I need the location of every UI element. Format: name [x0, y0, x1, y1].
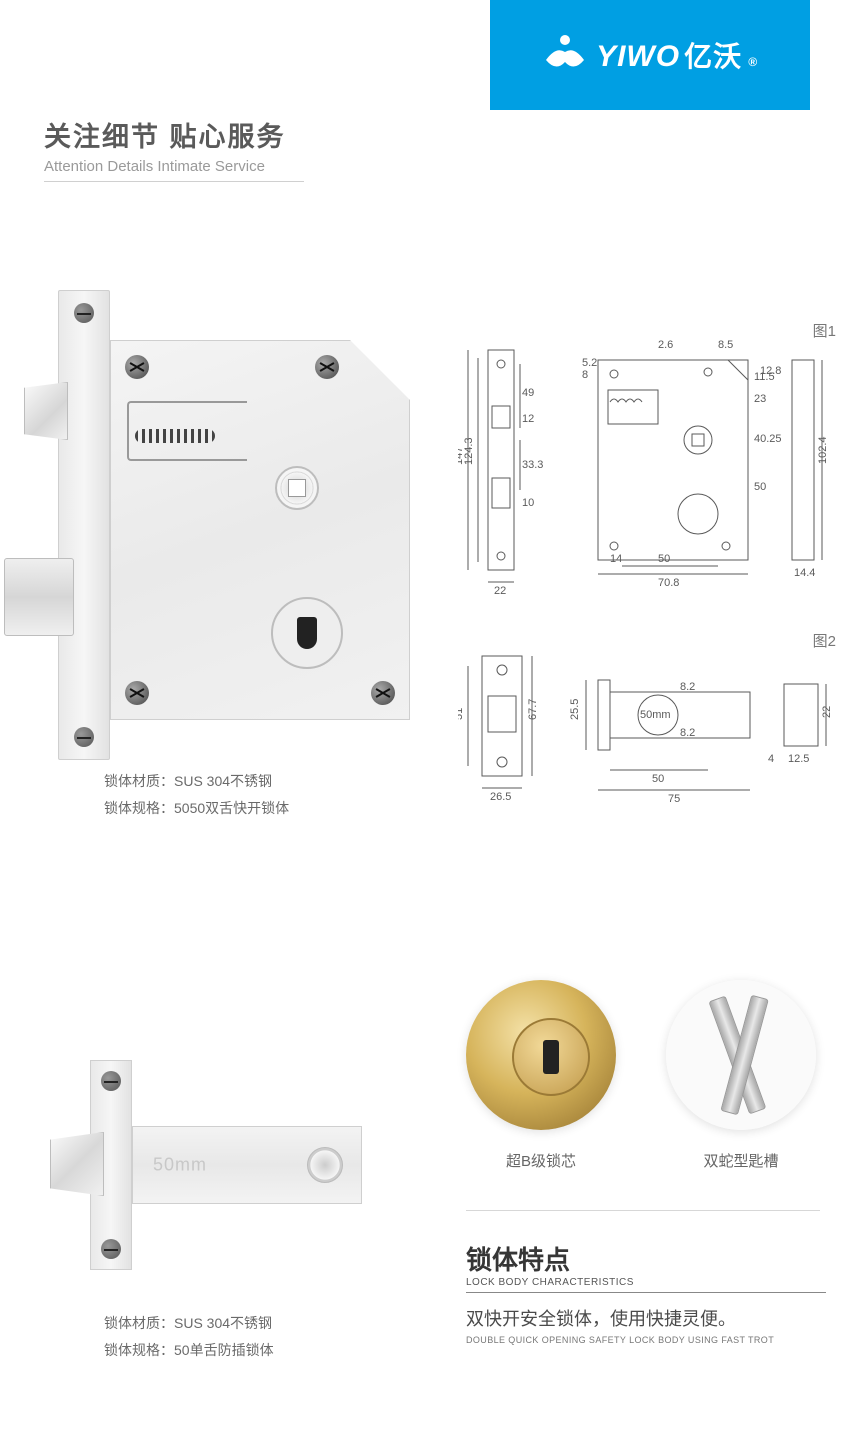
svg-text:12.5: 12.5	[788, 753, 809, 765]
spec-label: 锁体规格：	[104, 1342, 174, 1358]
svg-text:75: 75	[668, 793, 680, 805]
characteristics-body-en: DOUBLE QUICK OPENING SAFETY LOCK BODY US…	[466, 1335, 826, 1345]
characteristics-block: 锁体特点 LOCK BODY CHARACTERISTICS 双快开安全锁体，使…	[466, 1240, 826, 1345]
lock-spring-assembly	[127, 401, 247, 461]
lock-latch-bolt	[24, 382, 68, 440]
svg-text:40.25: 40.25	[754, 433, 782, 445]
key-photo	[666, 980, 816, 1130]
screw-icon	[315, 355, 339, 379]
latch-body: 50mm	[132, 1126, 362, 1204]
svg-text:102.4: 102.4	[817, 436, 829, 464]
screw-icon	[371, 681, 395, 705]
screw-icon	[74, 303, 94, 323]
svg-text:50mm: 50mm	[640, 709, 671, 721]
brand-logo-text: YIWO 亿沃 ®	[596, 35, 758, 75]
cylinder-photo	[466, 980, 616, 1130]
svg-text:70.8: 70.8	[658, 577, 679, 589]
svg-text:33.3: 33.3	[522, 459, 543, 471]
tagline-block: 关注细节 贴心服务 Attention Details Intimate Ser…	[44, 115, 304, 182]
characteristics-title-cn: 锁体特点	[466, 1240, 826, 1277]
tagline-en: Attention Details Intimate Service	[44, 158, 304, 182]
divider	[466, 1210, 820, 1211]
screw-icon	[125, 681, 149, 705]
svg-text:12: 12	[522, 413, 534, 425]
spec-row: 锁体材质：SUS 304不锈钢	[104, 768, 289, 795]
svg-text:14.4: 14.4	[794, 567, 815, 579]
lock-faceplate	[58, 290, 110, 760]
brand-registered: ®	[748, 55, 758, 69]
spec-value: 50单舌防插锁体	[174, 1342, 274, 1358]
svg-text:8.2: 8.2	[680, 727, 695, 739]
svg-text:67.7: 67.7	[527, 699, 539, 720]
svg-text:26.5: 26.5	[490, 791, 511, 803]
svg-text:8: 8	[582, 369, 588, 381]
brand-en: YIWO	[596, 40, 680, 74]
spec-value: SUS 304不锈钢	[174, 1315, 272, 1331]
svg-text:50: 50	[652, 773, 664, 785]
spec-row: 锁体规格：50单舌防插锁体	[104, 1337, 274, 1364]
characteristics-body-cn: 双快开安全锁体，使用快捷灵便。	[466, 1305, 826, 1331]
svg-text:49: 49	[522, 387, 534, 399]
cylinder-hole-icon	[271, 597, 343, 669]
spec-label: 锁体规格：	[104, 800, 174, 816]
svg-text:23: 23	[754, 393, 766, 405]
spec-value: SUS 304不锈钢	[174, 773, 272, 789]
svg-text:22: 22	[821, 706, 833, 718]
spec-row: 锁体材质：SUS 304不锈钢	[104, 1310, 274, 1337]
latch-spec: 锁体材质：SUS 304不锈钢 锁体规格：50单舌防插锁体	[104, 1310, 274, 1363]
screw-icon	[101, 1071, 121, 1091]
svg-text:5.2: 5.2	[582, 357, 597, 369]
latch-bolt	[50, 1132, 104, 1196]
spec-label: 锁体材质：	[104, 1315, 174, 1331]
technical-drawing-fig1: 147 124.3 49 33.3 12 10 22 2.6 8.5 5.2 8…	[458, 330, 838, 610]
spec-row: 锁体规格：5050双舌快开锁体	[104, 795, 289, 822]
svg-text:22: 22	[494, 585, 506, 597]
svg-text:8.5: 8.5	[718, 339, 733, 351]
spec-label: 锁体材质：	[104, 773, 174, 789]
svg-text:12.8: 12.8	[760, 365, 781, 377]
svg-text:50: 50	[658, 553, 670, 565]
brand-logo-band: YIWO 亿沃 ®	[490, 0, 810, 110]
screw-icon	[101, 1239, 121, 1259]
lock-body-product-image	[20, 290, 420, 780]
lock-case	[110, 340, 410, 720]
screw-icon	[74, 727, 94, 747]
characteristics-title-en: LOCK BODY CHARACTERISTICS	[466, 1277, 826, 1293]
latch-product-image: 50mm	[30, 1060, 390, 1290]
svg-text:8.2: 8.2	[680, 681, 695, 693]
lock-main-spec: 锁体材质：SUS 304不锈钢 锁体规格：5050双舌快开锁体	[104, 768, 289, 821]
svg-text:50: 50	[754, 481, 766, 493]
latch-body-marking: 50mm	[153, 1155, 207, 1176]
svg-text:51: 51	[458, 708, 465, 720]
tagline-cn: 关注细节 贴心服务	[44, 115, 304, 154]
brand-logo-icon	[542, 32, 588, 78]
svg-text:4: 4	[768, 753, 774, 765]
screw-icon	[125, 355, 149, 379]
lock-deadbolt	[4, 558, 74, 636]
spec-value: 5050双舌快开锁体	[174, 800, 289, 816]
spindle-hole-icon	[275, 466, 319, 510]
svg-text:2.6: 2.6	[658, 339, 673, 351]
svg-text:14: 14	[610, 553, 622, 565]
key-caption: 双蛇型匙槽	[666, 1150, 816, 1171]
cylinder-caption: 超B级锁芯	[466, 1150, 616, 1171]
brand-cn: 亿沃	[684, 35, 742, 75]
technical-drawing-fig2: 51 67.7 26.5 50mm 8.2 8.2 25.5 50 75 22 …	[458, 640, 838, 820]
svg-text:25.5: 25.5	[569, 699, 581, 720]
svg-text:10: 10	[522, 497, 534, 509]
svg-text:124.3: 124.3	[463, 437, 475, 465]
